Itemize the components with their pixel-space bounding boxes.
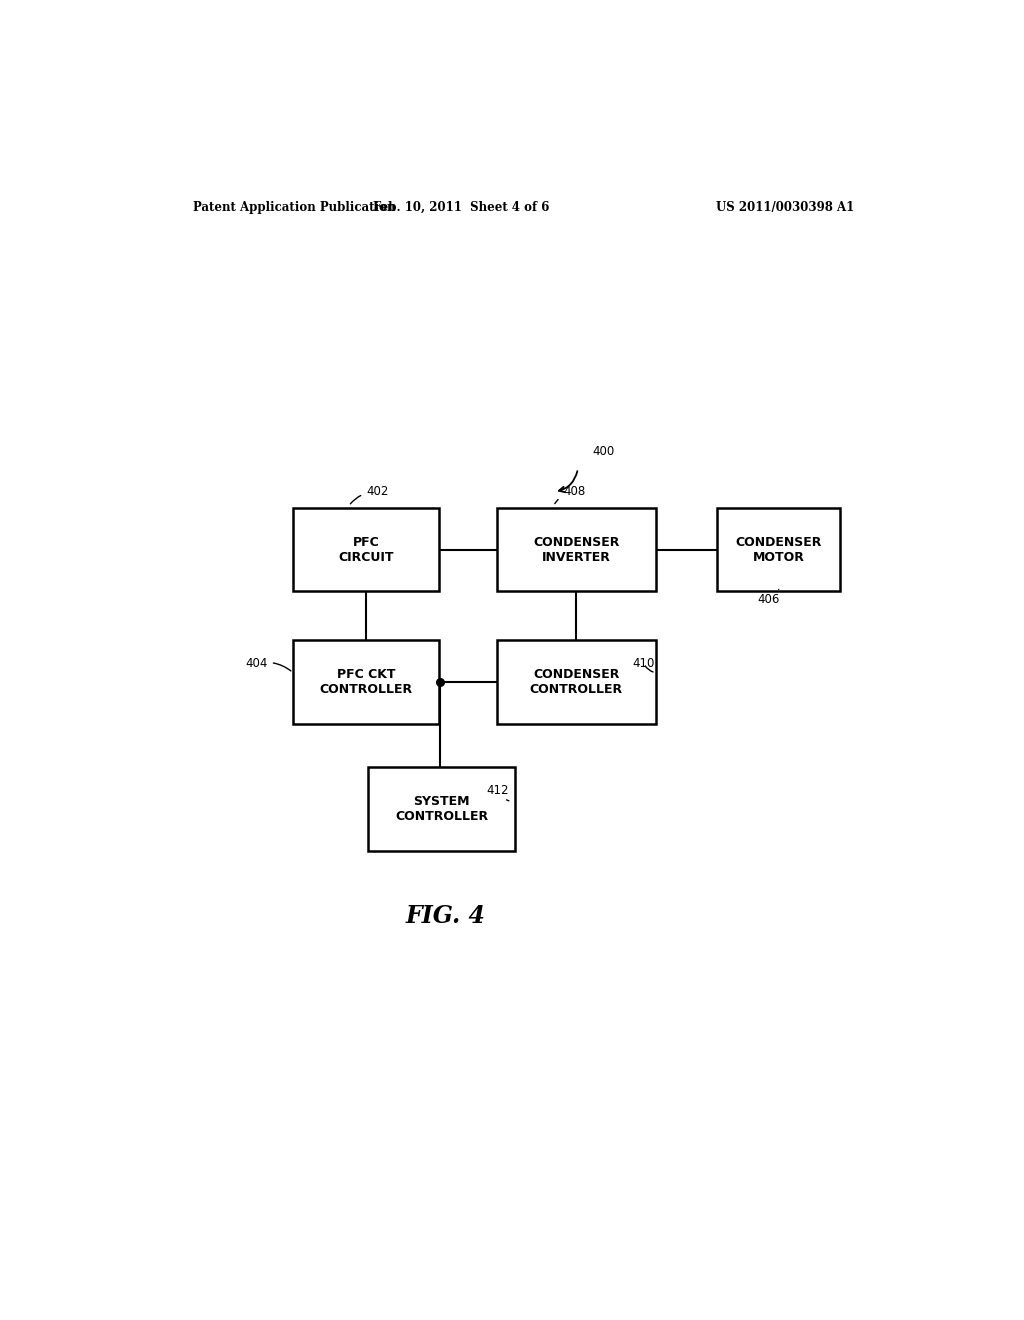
Text: PFC CKT
CONTROLLER: PFC CKT CONTROLLER (319, 668, 413, 696)
Text: PFC
CIRCUIT: PFC CIRCUIT (338, 536, 394, 564)
Bar (293, 640, 439, 723)
Text: SYSTEM
CONTROLLER: SYSTEM CONTROLLER (395, 795, 488, 822)
Text: Feb. 10, 2011  Sheet 4 of 6: Feb. 10, 2011 Sheet 4 of 6 (373, 201, 550, 214)
Text: CONDENSER
CONTROLLER: CONDENSER CONTROLLER (529, 668, 623, 696)
Bar (717, 508, 841, 591)
Bar (293, 508, 439, 591)
Text: CONDENSER
MOTOR: CONDENSER MOTOR (735, 536, 822, 564)
Bar (497, 508, 655, 591)
Text: FIG. 4: FIG. 4 (406, 904, 485, 928)
Text: US 2011/0030398 A1: US 2011/0030398 A1 (716, 201, 854, 214)
Bar (497, 640, 655, 723)
Text: 404: 404 (246, 657, 291, 671)
Text: 400: 400 (592, 445, 614, 458)
Text: 406: 406 (758, 589, 779, 606)
Text: Patent Application Publication: Patent Application Publication (194, 201, 395, 214)
Text: 410: 410 (633, 657, 655, 672)
Text: 402: 402 (350, 486, 388, 504)
Text: CONDENSER
INVERTER: CONDENSER INVERTER (534, 536, 620, 564)
Bar (368, 767, 515, 850)
Text: 408: 408 (555, 486, 585, 504)
Text: 412: 412 (486, 784, 509, 801)
